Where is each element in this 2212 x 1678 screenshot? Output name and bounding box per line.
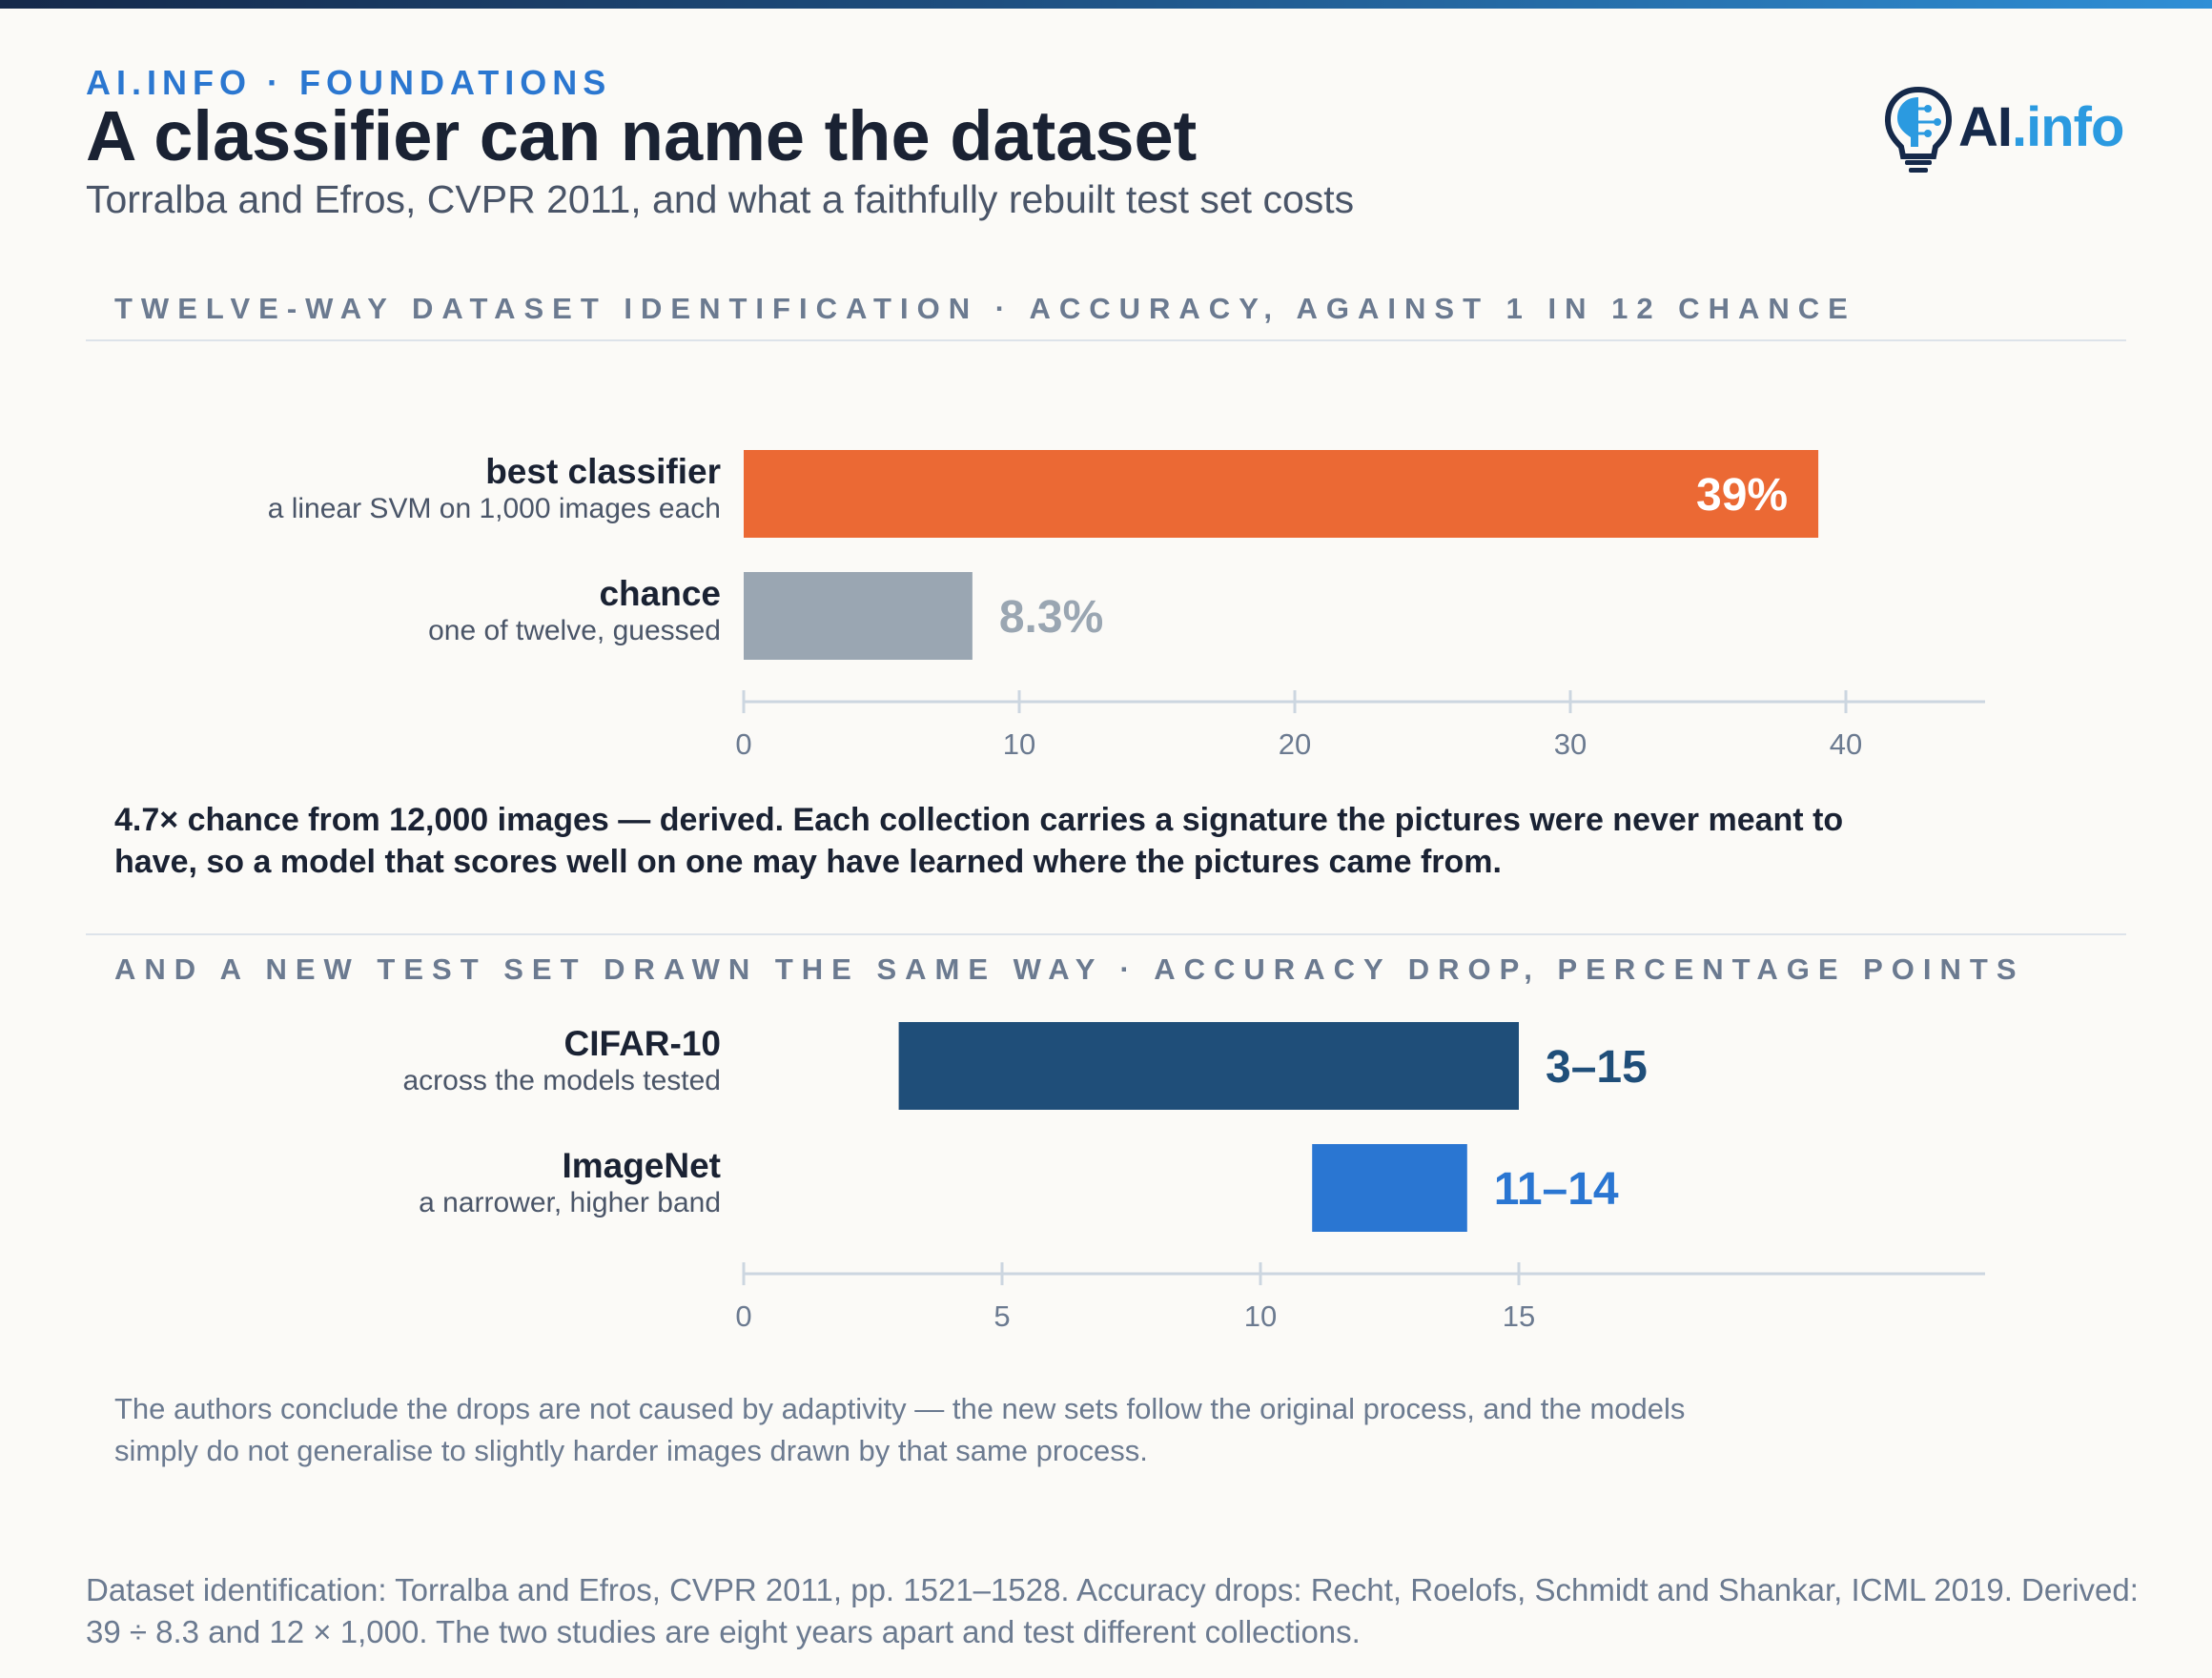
- row-label-imagenet: ImageNet a narrower, higher band: [419, 1146, 721, 1220]
- x-tick-label: 0: [735, 1299, 751, 1333]
- row-label-sub: a linear SVM on 1,000 images each: [267, 493, 721, 524]
- page-title: A classifier can name the dataset: [86, 96, 1198, 175]
- top-accent-bar: [0, 0, 2212, 9]
- row-label-cifar10: CIFAR-10 across the models tested: [402, 1024, 721, 1098]
- row-label-main: chance: [599, 574, 721, 613]
- logo-wordmark: AI.info: [1958, 95, 2124, 159]
- row-label-sub: a narrower, higher band: [419, 1187, 721, 1218]
- section2-divider: [86, 933, 2126, 935]
- bar-chance: [744, 572, 973, 660]
- x-tick-label: 10: [1003, 727, 1035, 761]
- bar-best-classifier: [744, 450, 1819, 538]
- row-label-sub: one of twelve, guessed: [428, 615, 721, 646]
- bar-value-label: 39%: [1696, 470, 1788, 521]
- x-tick-label: 15: [1503, 1299, 1535, 1333]
- row-label-main: best classifier: [485, 452, 721, 491]
- lightbulb-brain-icon: [1884, 86, 1953, 173]
- x-tick-label: 10: [1244, 1299, 1277, 1333]
- accuracy-drop-chart: 3–15 11–14 0 5 10 15: [735, 1022, 1985, 1333]
- page-subtitle: Torralba and Efros, CVPR 2011, and what …: [86, 177, 1355, 221]
- range-value-label: 3–15: [1546, 1042, 1648, 1093]
- x-tick-label: 40: [1830, 727, 1862, 761]
- row-label-chance: chance one of twelve, guessed: [428, 574, 721, 648]
- row-label-best-classifier: best classifier a linear SVM on 1,000 im…: [268, 452, 721, 526]
- range-value-label: 11–14: [1494, 1164, 1619, 1215]
- row-label-main: ImageNet: [562, 1146, 721, 1185]
- logo-text-info: .info: [2012, 96, 2124, 158]
- brand-logo: AI.info: [1882, 84, 2130, 175]
- x-tick-label: 30: [1554, 727, 1587, 761]
- section2-label: AND A NEW TEST SET DRAWN THE SAME WAY · …: [114, 952, 2025, 986]
- bar-value-label: 8.3%: [999, 592, 1103, 643]
- x-tick-label: 0: [735, 727, 751, 761]
- dataset-identification-chart: 39% 8.3% 0 10 20 30 40: [735, 450, 1985, 761]
- x-tick-label: 20: [1279, 727, 1311, 761]
- row-label-main: CIFAR-10: [563, 1024, 721, 1063]
- logo-text-ai: AI: [1958, 96, 2013, 158]
- section1-label: TWELVE-WAY DATASET IDENTIFICATION · ACCU…: [114, 292, 1856, 325]
- range-bar-imagenet: [1312, 1144, 1467, 1232]
- x-tick-label: 5: [993, 1299, 1010, 1333]
- range-bar-cifar10: [898, 1022, 1519, 1110]
- source-footer: Dataset identification: Torralba and Efr…: [86, 1572, 2139, 1649]
- kicker: AI.INFO · FOUNDATIONS: [86, 63, 612, 102]
- section1-divider: [86, 339, 2126, 341]
- authors-conclusion-note: The authors conclude the drops are not c…: [114, 1392, 1686, 1467]
- row-label-sub: across the models tested: [402, 1065, 721, 1096]
- key-finding-note: 4.7× chance from 12,000 images — derived…: [114, 802, 1844, 880]
